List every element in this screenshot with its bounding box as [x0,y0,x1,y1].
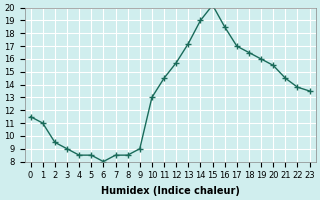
X-axis label: Humidex (Indice chaleur): Humidex (Indice chaleur) [101,186,240,196]
